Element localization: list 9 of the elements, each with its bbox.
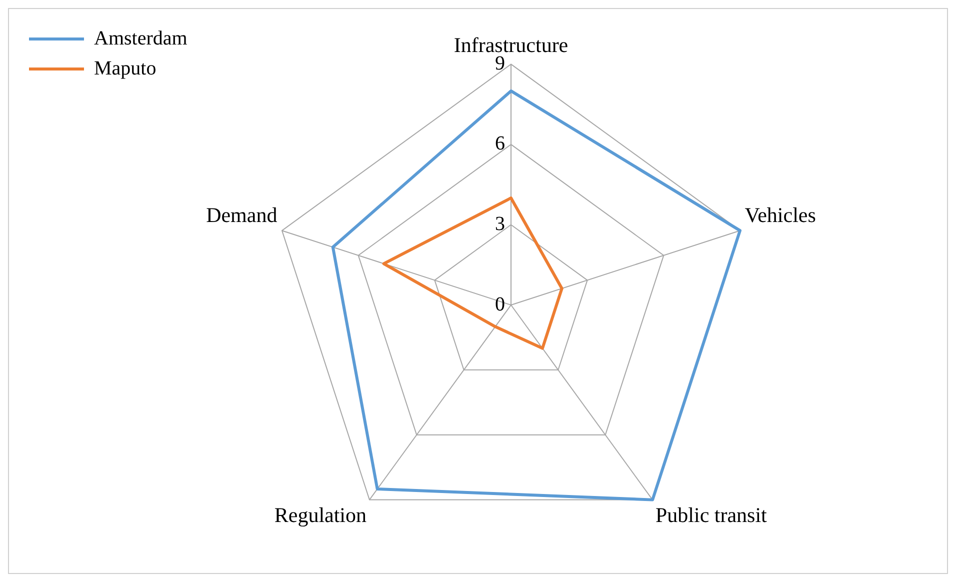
y-tick-label: 6 [495,132,505,155]
spoke-label: Vehicles [744,202,816,227]
legend-label: Amsterdam [94,27,188,50]
legend-label: Maputo [94,57,156,80]
y-tick-label: 3 [495,212,505,235]
spoke-label: Demand [206,202,278,227]
spoke-label: Regulation [274,502,368,527]
spoke-label: Public transit [655,502,768,527]
y-tick-label: 0 [495,293,505,316]
